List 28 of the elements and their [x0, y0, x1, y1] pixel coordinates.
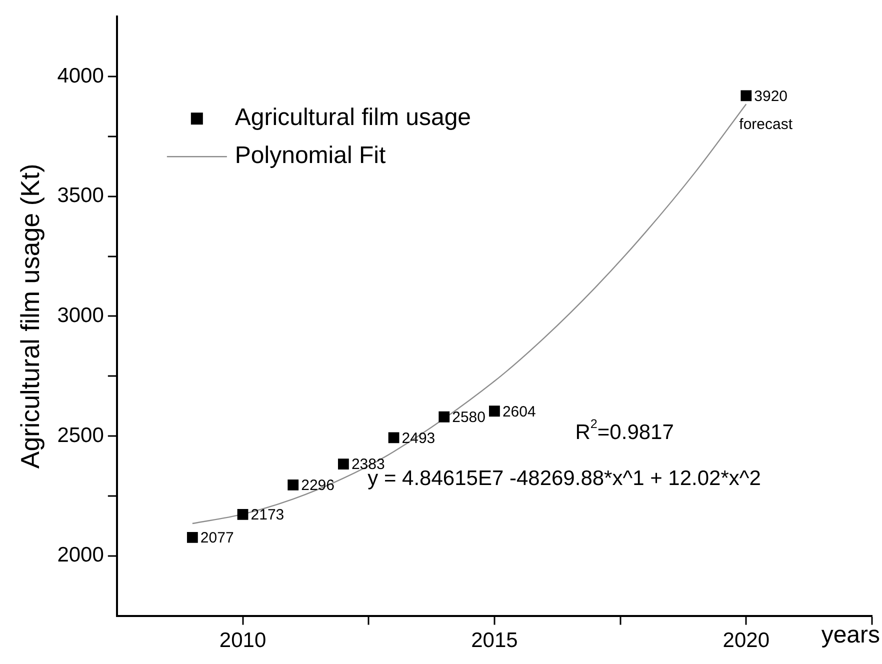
x-tick-label: 2010 — [219, 629, 266, 652]
point — [288, 479, 299, 490]
point — [388, 432, 400, 444]
data-label: 3920 — [754, 88, 788, 105]
x-tick-label: 2015 — [471, 629, 518, 652]
data-label: 2580 — [452, 409, 486, 426]
data-label: 2493 — [402, 430, 436, 447]
y-tick-label: 4000 — [57, 64, 104, 88]
y-axis-title: Agricultural film usage (Kt) — [14, 164, 45, 469]
y-tick-label: 3500 — [57, 184, 104, 208]
y-tick-label: 2000 — [57, 544, 104, 567]
y-tick-label: 3000 — [57, 304, 104, 327]
point — [489, 406, 500, 417]
point — [338, 458, 349, 470]
data-label: 2604 — [502, 403, 536, 420]
point — [740, 90, 752, 102]
data-label: 2173 — [250, 506, 284, 524]
point — [186, 532, 198, 543]
point — [438, 411, 450, 422]
data-label: 2077 — [200, 530, 234, 547]
y-tick-label: 2500 — [57, 424, 104, 447]
x-axis-title: years — [821, 621, 880, 648]
legend-label: Polynomial Fit — [234, 142, 386, 170]
legend-label: Agricultural film usage — [234, 104, 472, 132]
data-label: 2296 — [301, 477, 334, 494]
point — [237, 508, 248, 520]
x-tick-label: 2020 — [722, 629, 770, 652]
annotation: forecast — [739, 116, 794, 133]
